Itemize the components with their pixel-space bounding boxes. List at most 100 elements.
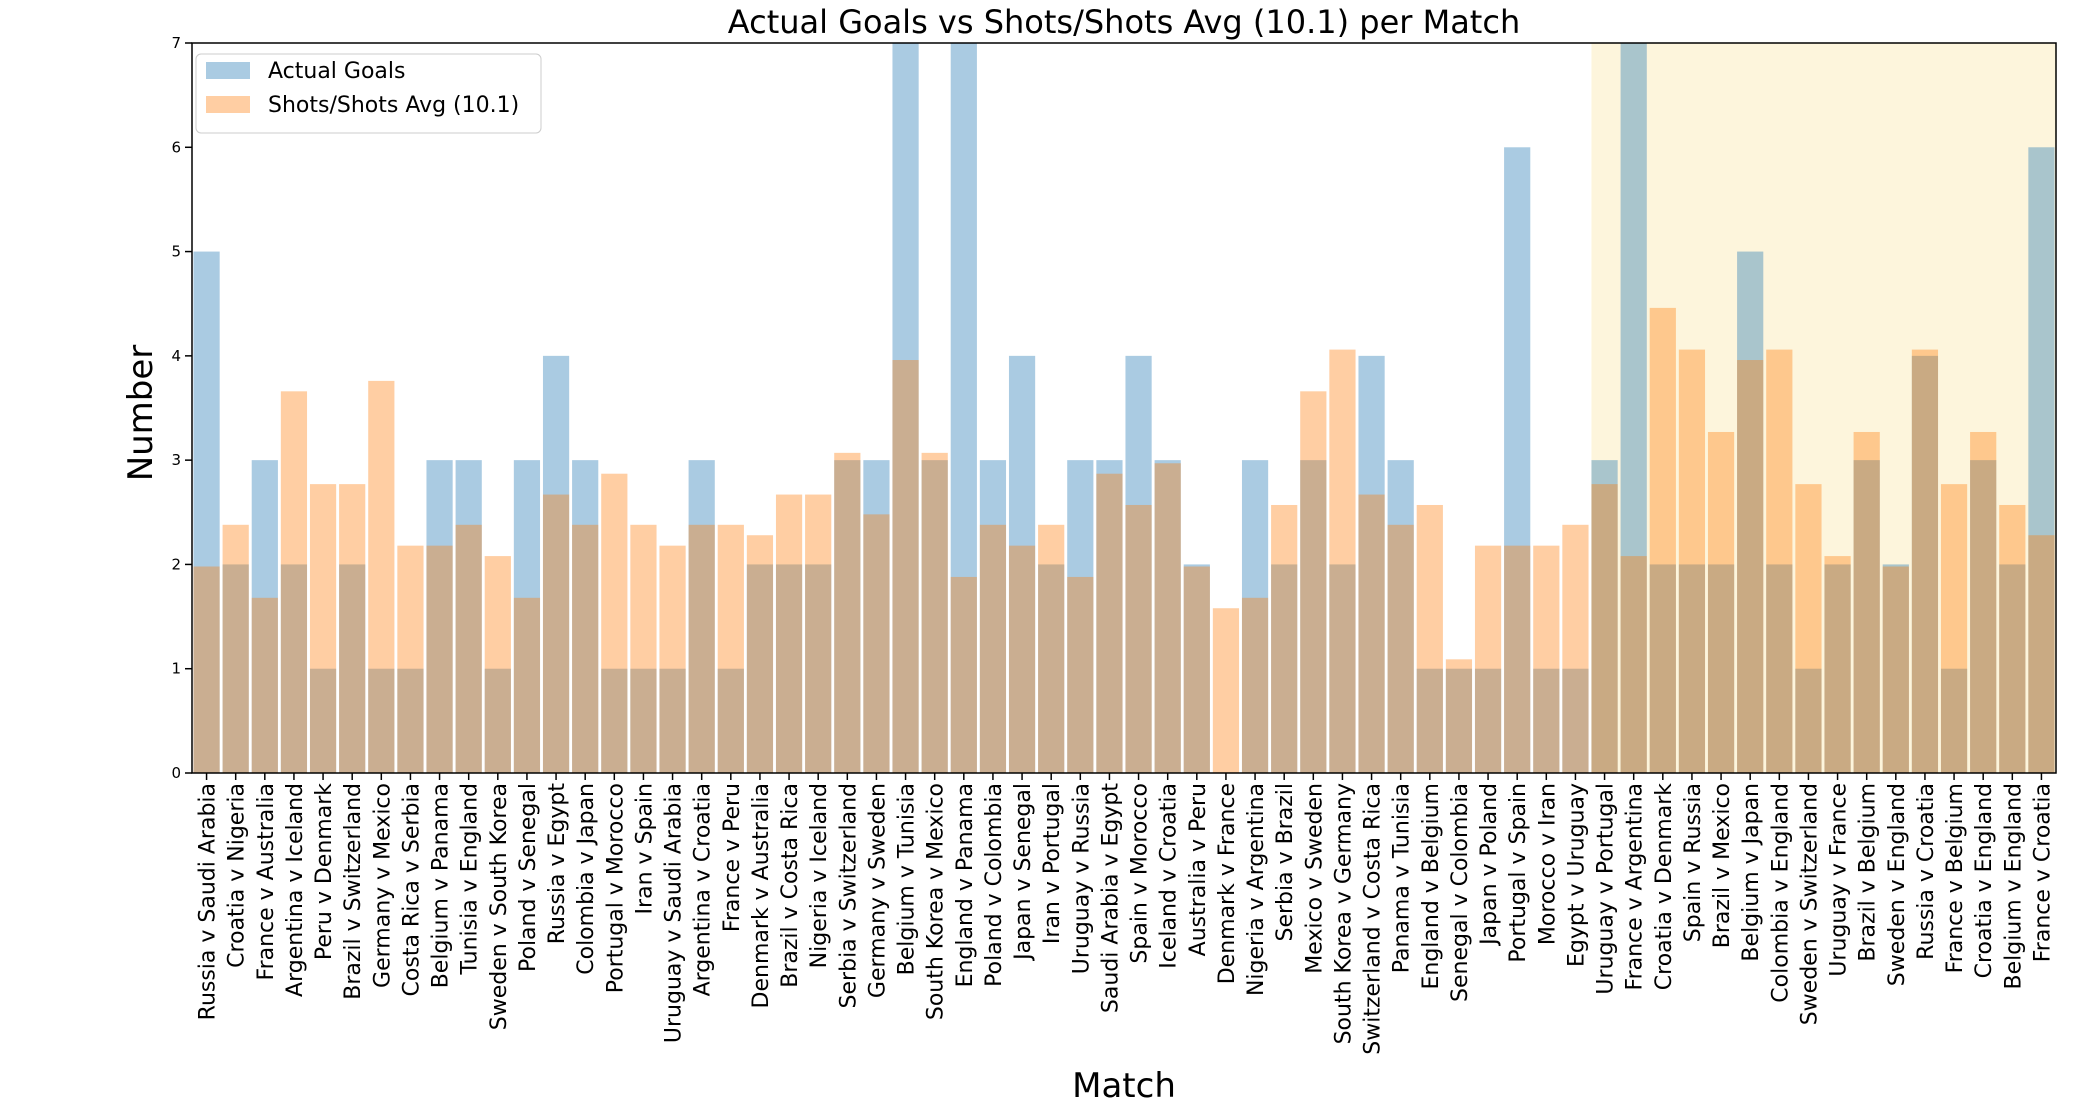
bar-series-1 bbox=[950, 576, 977, 773]
bar-series-1 bbox=[1241, 597, 1269, 773]
bar-series-1 bbox=[1678, 349, 1706, 773]
bar-series-0 bbox=[1504, 147, 1531, 774]
bar-series-1 bbox=[1562, 524, 1589, 773]
plot-area: 0 1 2 3 4 5 6 7 Russia v Saudi Arabia Croatia v N… bbox=[171, 34, 2057, 1055]
bar-series-1 bbox=[1620, 556, 1647, 773]
bar-series-1 bbox=[630, 524, 657, 773]
x-tick-label: Belgium v Tunisia bbox=[895, 783, 920, 975]
bar-series-0 bbox=[542, 355, 570, 773]
bar-series-1 bbox=[397, 545, 424, 773]
y-tick-label: 1 bbox=[171, 660, 181, 678]
x-tick-label: Spain v Russia bbox=[1681, 783, 1706, 942]
bar-series-0 bbox=[1737, 251, 1764, 774]
bar-series-1 bbox=[1300, 391, 1327, 773]
bar-series-0 bbox=[484, 668, 511, 773]
bar-series-0 bbox=[1766, 564, 1793, 773]
bar-series-0 bbox=[1678, 564, 1706, 773]
bar-series-0 bbox=[1125, 355, 1152, 773]
bar-series-1 bbox=[1766, 349, 1793, 773]
bar-series-0 bbox=[921, 460, 948, 773]
bar-series-0 bbox=[222, 564, 249, 773]
bar-series-0 bbox=[397, 668, 424, 773]
bar-series-1 bbox=[1940, 484, 1968, 773]
x-tick-label: Serbia v Brazil bbox=[1273, 783, 1298, 942]
bar-series-0 bbox=[1183, 564, 1210, 773]
bar-series-0 bbox=[1300, 460, 1327, 773]
bar-series-1 bbox=[1154, 463, 1181, 773]
bar-series-0 bbox=[368, 668, 395, 773]
bar-series-1 bbox=[1853, 431, 1880, 773]
legend-entry-label: Shots/Shots Avg (10.1) bbox=[268, 93, 519, 118]
bar-series-1 bbox=[1445, 659, 1473, 773]
bar-series-1 bbox=[1737, 360, 1764, 773]
bar-series-1 bbox=[222, 524, 249, 773]
x-tick-label: Mexico v Sweden bbox=[1302, 783, 1327, 974]
legend-box bbox=[195, 53, 542, 134]
plot-frame bbox=[191, 42, 2057, 774]
bar-series-0 bbox=[309, 668, 337, 773]
bar-series-0 bbox=[1241, 460, 1269, 773]
x-tick-label: Sweden v England bbox=[1885, 783, 1910, 986]
x-tick-label: Uruguay v Russia bbox=[1069, 783, 1094, 974]
bar-series-0 bbox=[1795, 668, 1822, 773]
y-tick-label: 0 bbox=[171, 764, 181, 782]
bar-series-1 bbox=[1096, 473, 1123, 773]
bar-series-0 bbox=[251, 460, 278, 773]
highlight-region bbox=[1591, 43, 2056, 773]
bar-series-0 bbox=[1008, 355, 1036, 773]
bar-series-1 bbox=[280, 391, 308, 773]
x-tick-label: England v Panama bbox=[953, 783, 978, 987]
x-tick-label: Australia v Peru bbox=[1186, 783, 1211, 956]
y-tick-label: 4 bbox=[171, 347, 181, 365]
bar-series-1 bbox=[1504, 545, 1531, 773]
bar-series-0 bbox=[1882, 564, 1909, 773]
x-tick-label: Croatia v Denmark bbox=[1652, 783, 1677, 990]
x-tick-label: Portugal v Morocco bbox=[603, 783, 628, 993]
x-tick-label: Tunisia v England bbox=[458, 783, 483, 975]
bar-series-1 bbox=[1416, 504, 1443, 773]
x-tick-label: Denmark v Australia bbox=[749, 783, 774, 1008]
bar-series-1 bbox=[1474, 545, 1502, 773]
x-tick-label: Croatia v Nigeria bbox=[225, 783, 250, 968]
bar-series-0 bbox=[1416, 668, 1443, 773]
bar-series-1 bbox=[775, 494, 803, 773]
x-tick-label: Iceland v Croatia bbox=[1157, 783, 1182, 969]
bar-series-1 bbox=[542, 494, 570, 773]
y-tick-label: 6 bbox=[171, 138, 181, 156]
x-tick-label: France v Croatia bbox=[2030, 783, 2055, 962]
x-tick-label: Nigeria v Argentina bbox=[1244, 783, 1269, 996]
x-tick-label: Senegal v Colombia bbox=[1448, 783, 1473, 1002]
x-tick-label: Belgium v England bbox=[2001, 783, 2026, 990]
x-tick-label: Sweden v Switzerland bbox=[1797, 783, 1822, 1025]
bar-series-0 bbox=[1591, 460, 1618, 773]
x-tick-label: Poland v Senegal bbox=[516, 783, 541, 972]
bar-series-1 bbox=[1795, 484, 1822, 773]
bar-series-0 bbox=[1999, 564, 2026, 773]
x-tick-label: Belgium v Japan bbox=[1739, 783, 1764, 962]
bar-series-1 bbox=[513, 597, 541, 773]
bar-series-0 bbox=[1154, 460, 1181, 773]
bar-series-0 bbox=[979, 460, 1007, 773]
bar-series-0 bbox=[892, 43, 919, 773]
bar-series-0 bbox=[1620, 43, 1647, 773]
legend-entry-label: Actual Goals bbox=[268, 59, 405, 84]
x-tick-label: Brazil v Costa Rica bbox=[778, 783, 803, 988]
y-axis-label: Number bbox=[121, 345, 161, 482]
bar-series-1 bbox=[659, 545, 686, 773]
bar-series-1 bbox=[251, 597, 278, 773]
x-tick-label: Russia v Saudi Arabia bbox=[196, 783, 221, 1020]
bar-series-1 bbox=[1911, 349, 1939, 773]
bar-series-0 bbox=[280, 564, 308, 773]
x-tick-label: Japan v Poland bbox=[1477, 783, 1502, 947]
bar-series-1 bbox=[1008, 545, 1036, 773]
bar-series-0 bbox=[426, 460, 453, 773]
bar-series-0 bbox=[1358, 355, 1385, 773]
bar-series-1 bbox=[572, 524, 599, 773]
y-tick-label: 5 bbox=[171, 243, 181, 261]
bar-series-0 bbox=[717, 668, 744, 773]
x-tick-label: South Korea v Germany bbox=[1331, 783, 1356, 1044]
bar-series-1 bbox=[309, 484, 337, 773]
bar-series-1 bbox=[1125, 504, 1152, 773]
bar-series-0 bbox=[1096, 460, 1123, 773]
